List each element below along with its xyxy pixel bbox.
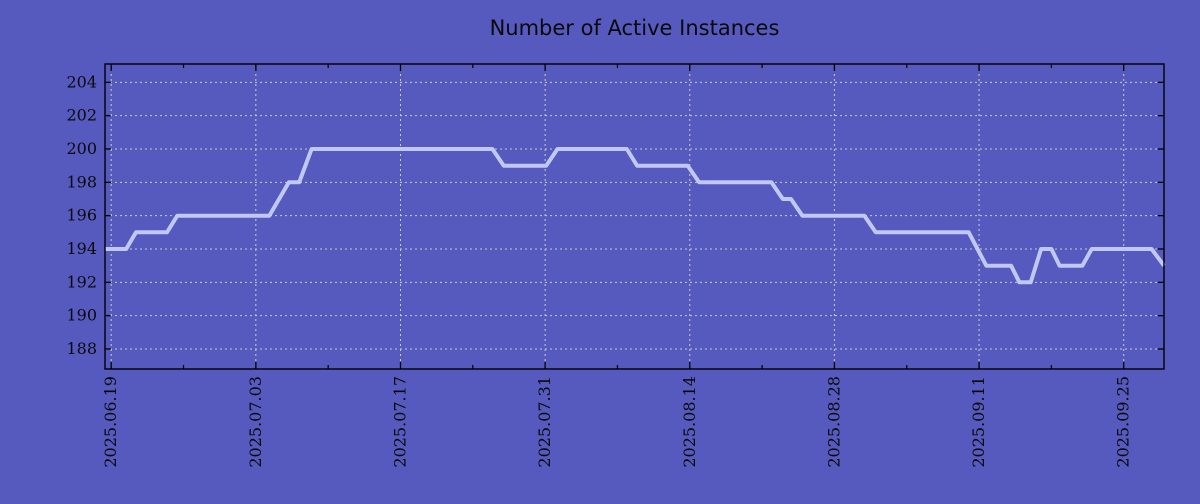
y-tick-label: 204 [66, 72, 97, 91]
y-tick-label: 202 [66, 106, 97, 125]
series-line-active-instances [105, 147, 1166, 285]
y-tick-label: 192 [66, 272, 97, 291]
x-tick-label: 2025.08.14 [680, 376, 699, 468]
x-tick-label: 2025.07.31 [535, 376, 554, 468]
x-tick-label: 2025.09.25 [1114, 376, 1133, 468]
x-tick-label: 2025.07.17 [390, 376, 409, 468]
x-tick-label: 2025.07.03 [246, 376, 265, 468]
y-tick-label: 194 [66, 239, 97, 258]
plot-border [104, 63, 1165, 370]
x-tick-label: 2025.08.28 [824, 376, 843, 468]
y-tick-label: 188 [66, 339, 97, 358]
y-tick-label: 200 [66, 139, 97, 158]
y-tick-label: 190 [66, 306, 97, 325]
y-tick-label: 198 [66, 172, 97, 191]
chart-title: Number of Active Instances [489, 16, 780, 40]
x-tick-label: 2025.09.11 [969, 376, 988, 468]
y-tick-label: 196 [66, 206, 97, 225]
x-tick-label: 2025.06.19 [101, 376, 120, 468]
